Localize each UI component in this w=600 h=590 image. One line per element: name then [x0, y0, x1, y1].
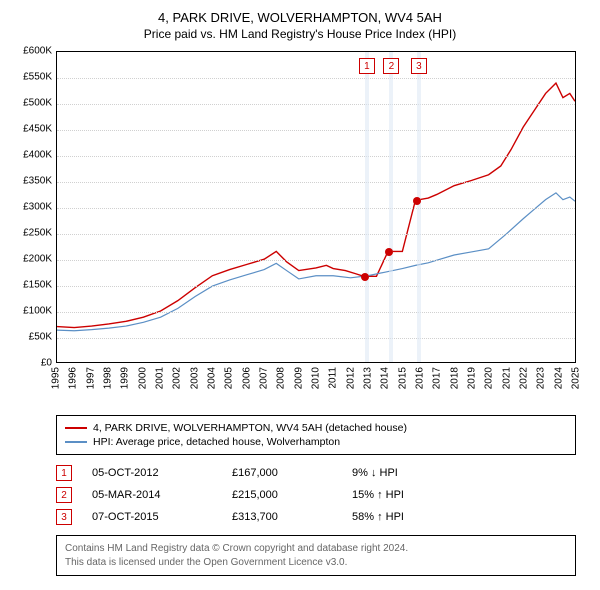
x-tick-label: 1998: [103, 367, 114, 389]
sale-point: [413, 197, 421, 205]
chart: £0£50K£100K£150K£200K£250K£300K£350K£400…: [8, 51, 592, 409]
sale-delta: 15% ↑ HPI: [352, 489, 404, 501]
x-tick-label: 2003: [189, 367, 200, 389]
x-tick-label: 2023: [536, 367, 547, 389]
x-tick-label: 2001: [155, 367, 166, 389]
legend-swatch: [65, 427, 87, 429]
legend-label: HPI: Average price, detached house, Wolv…: [93, 436, 340, 448]
credit-line-1: Contains HM Land Registry data © Crown c…: [65, 542, 567, 556]
credit-line-2: This data is licensed under the Open Gov…: [65, 556, 567, 570]
x-tick-label: 2019: [467, 367, 478, 389]
sale-price: £313,700: [232, 511, 352, 523]
x-tick-label: 2004: [207, 367, 218, 389]
x-tick-label: 2005: [224, 367, 235, 389]
y-tick-label: £400K: [23, 150, 52, 161]
highlight-band: [417, 52, 421, 362]
y-tick-label: £450K: [23, 124, 52, 135]
x-tick-label: 2012: [345, 367, 356, 389]
marker-box: 3: [411, 58, 427, 74]
x-tick-label: 2007: [259, 367, 270, 389]
sale-delta: 58% ↑ HPI: [352, 511, 404, 523]
y-tick-label: £550K: [23, 72, 52, 83]
x-tick-label: 2022: [519, 367, 530, 389]
x-tick-label: 1995: [51, 367, 62, 389]
x-tick-label: 1997: [85, 367, 96, 389]
x-tick-label: 2006: [241, 367, 252, 389]
y-tick-label: £350K: [23, 176, 52, 187]
x-tick-label: 2008: [276, 367, 287, 389]
x-tick-label: 2020: [484, 367, 495, 389]
x-tick-label: 2024: [553, 367, 564, 389]
series-property: [57, 83, 575, 327]
sale-row: 2 05-MAR-2014£215,00015% ↑ HPI: [56, 487, 576, 503]
y-tick-label: £300K: [23, 202, 52, 213]
x-tick-label: 2014: [380, 367, 391, 389]
x-tick-label: 1996: [68, 367, 79, 389]
x-tick-label: 2002: [172, 367, 183, 389]
sale-marker: 3: [56, 509, 72, 525]
highlight-band: [389, 52, 393, 362]
sales-table: 1 05-OCT-2012£167,0009% ↓ HPI 2 05-MAR-2014…: [56, 465, 576, 525]
y-tick-label: £500K: [23, 98, 52, 109]
y-axis: £0£50K£100K£150K£200K£250K£300K£350K£400…: [8, 51, 56, 363]
marker-box: 2: [383, 58, 399, 74]
credits: Contains HM Land Registry data © Crown c…: [56, 535, 576, 576]
sale-row: 3 07-OCT-2015£313,70058% ↑ HPI: [56, 509, 576, 525]
sale-date: 07-OCT-2015: [92, 511, 232, 523]
legend: 4, PARK DRIVE, WOLVERHAMPTON, WV4 5AH (d…: [56, 415, 576, 455]
x-tick-label: 2009: [293, 367, 304, 389]
x-tick-label: 2017: [432, 367, 443, 389]
series-hpi: [57, 193, 575, 331]
sale-point: [385, 248, 393, 256]
x-tick-label: 2010: [311, 367, 322, 389]
sale-date: 05-OCT-2012: [92, 467, 232, 479]
x-tick-label: 2018: [449, 367, 460, 389]
sale-date: 05-MAR-2014: [92, 489, 232, 501]
legend-item: 4, PARK DRIVE, WOLVERHAMPTON, WV4 5AH (d…: [65, 422, 567, 434]
highlight-band: [365, 52, 369, 362]
x-tick-label: 2016: [415, 367, 426, 389]
sale-price: £167,000: [232, 467, 352, 479]
x-tick-label: 1999: [120, 367, 131, 389]
x-tick-label: 2000: [137, 367, 148, 389]
page-title: 4, PARK DRIVE, WOLVERHAMPTON, WV4 5AH: [8, 10, 592, 25]
legend-swatch: [65, 441, 87, 443]
x-axis: 1995199619971998199920002001200220032004…: [56, 363, 576, 409]
y-tick-label: £50K: [29, 332, 52, 343]
x-tick-label: 2015: [397, 367, 408, 389]
y-tick-label: £200K: [23, 254, 52, 265]
sale-marker: 2: [56, 487, 72, 503]
sale-marker: 1: [56, 465, 72, 481]
plot-area: 123: [56, 51, 576, 363]
page-subtitle: Price paid vs. HM Land Registry's House …: [8, 27, 592, 41]
y-tick-label: £600K: [23, 46, 52, 57]
sale-price: £215,000: [232, 489, 352, 501]
x-tick-label: 2011: [328, 367, 339, 389]
y-tick-label: £250K: [23, 228, 52, 239]
legend-label: 4, PARK DRIVE, WOLVERHAMPTON, WV4 5AH (d…: [93, 422, 407, 434]
sale-point: [361, 273, 369, 281]
x-tick-label: 2021: [501, 367, 512, 389]
sale-row: 1 05-OCT-2012£167,0009% ↓ HPI: [56, 465, 576, 481]
x-tick-label: 2013: [363, 367, 374, 389]
x-tick-label: 2025: [571, 367, 582, 389]
marker-box: 1: [359, 58, 375, 74]
y-tick-label: £150K: [23, 280, 52, 291]
legend-item: HPI: Average price, detached house, Wolv…: [65, 436, 567, 448]
y-tick-label: £100K: [23, 306, 52, 317]
sale-delta: 9% ↓ HPI: [352, 467, 398, 479]
